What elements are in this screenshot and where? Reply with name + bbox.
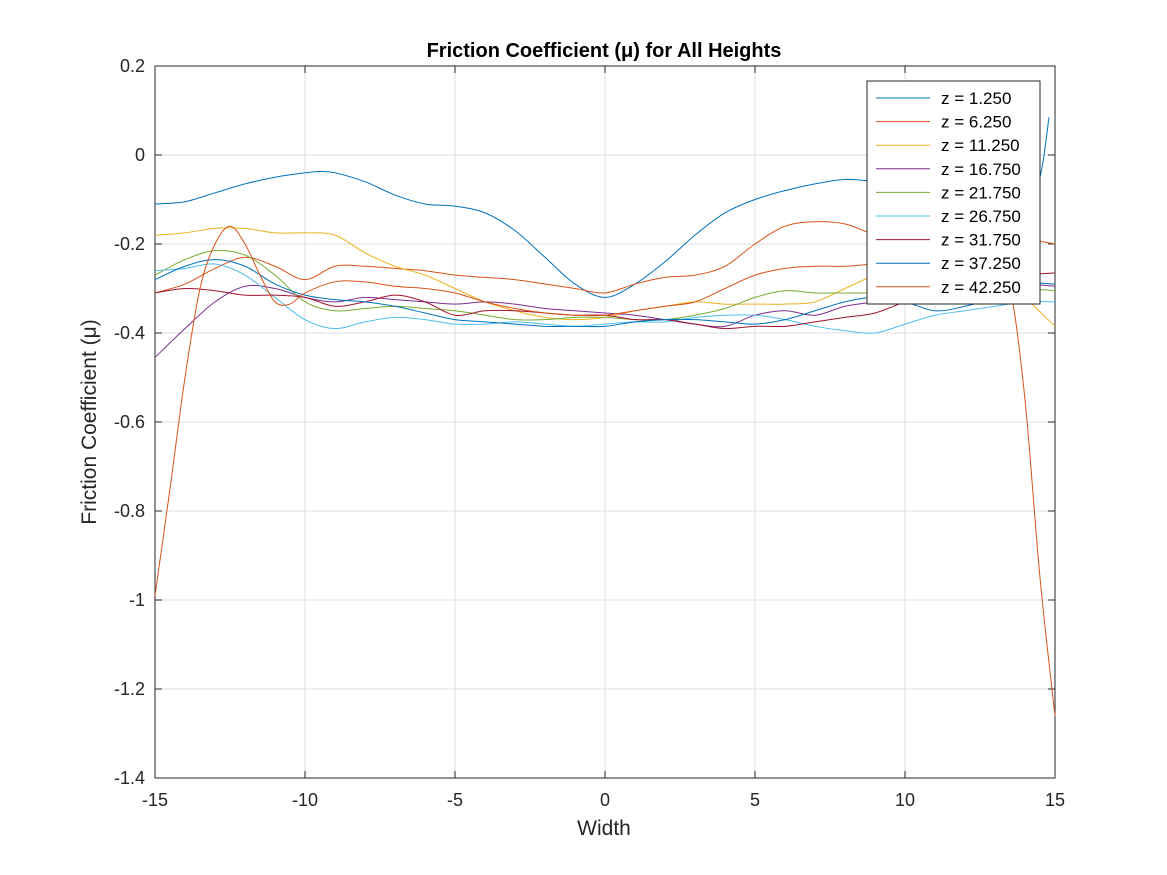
chart-title: Friction Coefficient (μ) for All Heights bbox=[427, 40, 782, 62]
y-tick-label: -0.6 bbox=[114, 412, 145, 432]
y-tick-labels: -1.4 -1.2 -1 -0.8 -0.6 -0.4 -0.2 0 0.2 bbox=[114, 56, 145, 788]
y-tick-label: -0.2 bbox=[114, 234, 145, 254]
legend-entry: z = 1.250 bbox=[941, 89, 1011, 108]
legend-entry: z = 6.250 bbox=[941, 113, 1011, 132]
legend-entry: z = 11.250 bbox=[941, 136, 1020, 155]
legend: z = 1.250 z = 6.250 z = 11.250 z = 16.750 z … bbox=[866, 80, 1041, 305]
y-tick-label: -0.8 bbox=[114, 501, 145, 521]
x-tick-label: 0 bbox=[600, 790, 610, 810]
y-tick-label: -1 bbox=[129, 590, 145, 610]
x-tick-label: 15 bbox=[1045, 790, 1065, 810]
y-tick-label: 0 bbox=[135, 145, 145, 165]
y-tick-label: -0.4 bbox=[114, 323, 145, 343]
legend-entry: z = 37.250 bbox=[941, 254, 1021, 273]
x-tick-label: -5 bbox=[447, 790, 463, 810]
x-tick-label: -15 bbox=[142, 790, 168, 810]
legend-entry: z = 42.250 bbox=[941, 278, 1021, 297]
y-tick-label: -1.2 bbox=[114, 679, 145, 699]
legend-entry: z = 16.750 bbox=[941, 160, 1021, 179]
x-axis-label: Width bbox=[577, 817, 631, 840]
series-line-6 bbox=[154, 263, 1056, 334]
y-tick-label: 0.2 bbox=[120, 56, 145, 76]
legend-entry: z = 31.750 bbox=[941, 231, 1021, 250]
x-tick-label: -10 bbox=[292, 790, 318, 810]
legend-entry: z = 26.750 bbox=[941, 207, 1021, 226]
legend-entry: z = 21.750 bbox=[941, 183, 1021, 202]
axes bbox=[154, 65, 1056, 779]
x-tick-labels: -15 -10 -5 0 5 10 15 bbox=[142, 790, 1065, 810]
y-axis-label: Friction Coefficient (μ) bbox=[78, 319, 101, 524]
x-tick-label: 10 bbox=[895, 790, 915, 810]
y-tick-label: -1.4 bbox=[114, 768, 145, 788]
x-tick-label: 5 bbox=[750, 790, 760, 810]
